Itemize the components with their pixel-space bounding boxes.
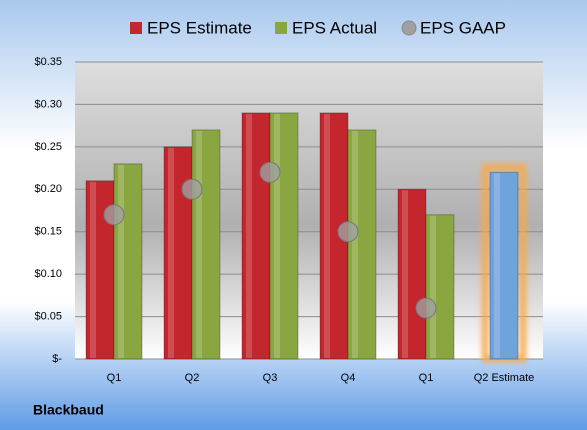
legend-marker — [401, 20, 417, 36]
x-tick-label: Q3 — [263, 372, 278, 384]
bar-shine — [90, 181, 96, 358]
legend-label: EPS Actual — [292, 18, 377, 37]
y-tick-label: $0.30 — [34, 98, 62, 110]
bar-shine — [324, 113, 330, 359]
bar-shine — [118, 164, 124, 358]
y-tick-label: $0.05 — [34, 310, 62, 322]
bar-shine — [168, 147, 174, 358]
y-tick-label: $0.15 — [34, 226, 62, 238]
bar — [489, 171, 519, 360]
bubble — [103, 204, 125, 226]
plot-area — [75, 62, 543, 359]
x-tick-label: Q2 — [185, 372, 200, 384]
legend-marker — [130, 22, 142, 34]
y-tick-label: $0.20 — [34, 183, 62, 195]
bubble — [415, 297, 437, 319]
x-tick-label: Q1 — [107, 372, 122, 384]
bar-shine — [402, 190, 408, 358]
bar — [397, 188, 427, 360]
bubble — [181, 178, 203, 200]
footer: Blackbaud — [33, 402, 104, 418]
bar — [191, 129, 221, 360]
y-tick-label: $0.35 — [34, 56, 62, 68]
bar-shine — [274, 113, 280, 359]
bubble — [259, 161, 281, 183]
bar-shine — [430, 215, 436, 358]
bar-shine — [246, 113, 252, 359]
x-tick-label: Q4 — [341, 372, 356, 384]
bar — [425, 214, 455, 360]
legend-marker — [275, 22, 287, 34]
bar — [347, 129, 377, 360]
bar-shine — [196, 130, 202, 358]
bar — [113, 163, 143, 360]
y-tick-label: $- — [52, 353, 62, 365]
x-tick-label: Q2 Estimate — [474, 372, 535, 384]
bar — [269, 112, 299, 360]
bar-shine — [352, 130, 358, 358]
bar-shine — [494, 173, 500, 358]
bubble — [337, 221, 359, 243]
y-tick-label: $0.25 — [34, 141, 62, 153]
bar — [241, 112, 271, 360]
x-tick-label: Q1 — [419, 372, 434, 384]
legend-label: EPS Estimate — [147, 18, 252, 37]
legend-label: EPS GAAP — [420, 18, 506, 37]
y-tick-label: $0.10 — [34, 268, 62, 280]
